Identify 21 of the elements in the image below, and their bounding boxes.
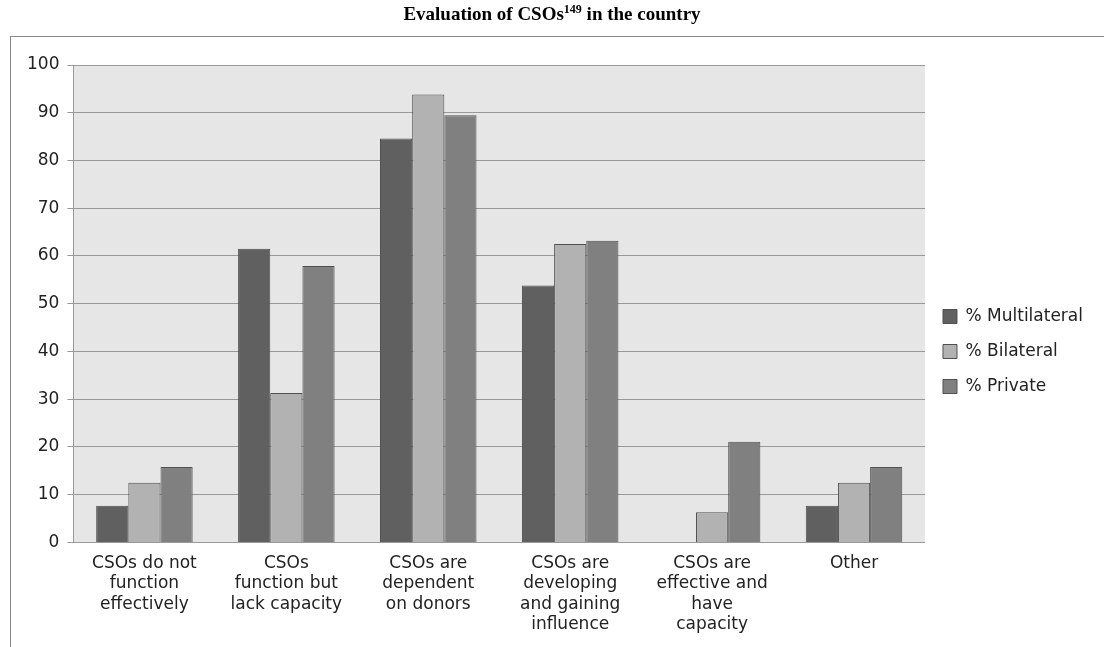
- y-tick-label: 0: [48, 530, 60, 551]
- legend-label: % Multilateral: [965, 304, 1084, 325]
- y-tick-label: 40: [37, 339, 60, 360]
- y-tick-label: 10: [37, 483, 60, 504]
- x-tick-label: CSOs are dependent on donors: [382, 552, 475, 613]
- y-tick-label: 90: [37, 101, 60, 122]
- y-tick-label: 50: [37, 292, 60, 313]
- x-tick-label: Other: [829, 552, 879, 573]
- legend-label: % Private: [965, 374, 1047, 395]
- y-tick-label: 80: [37, 148, 60, 169]
- x-tick-label: CSOs are effective and have capacity: [656, 552, 768, 634]
- legend-label: % Bilateral: [965, 339, 1058, 360]
- x-tick-label: CSOs are developing and gaining influence: [519, 552, 621, 634]
- x-tick-label: CSOs function but lack capacity: [230, 552, 343, 613]
- x-tick-label: CSOs do not function effectively: [92, 552, 198, 613]
- y-tick-label: 30: [37, 387, 60, 408]
- y-tick-label: 20: [37, 435, 60, 456]
- y-tick-label: 100: [26, 53, 60, 74]
- y-tick-label: 70: [37, 196, 60, 217]
- y-tick-label: 60: [37, 244, 60, 265]
- chart-title: Evaluation of CSOs$^{149}$ in the country: [402, 2, 702, 26]
